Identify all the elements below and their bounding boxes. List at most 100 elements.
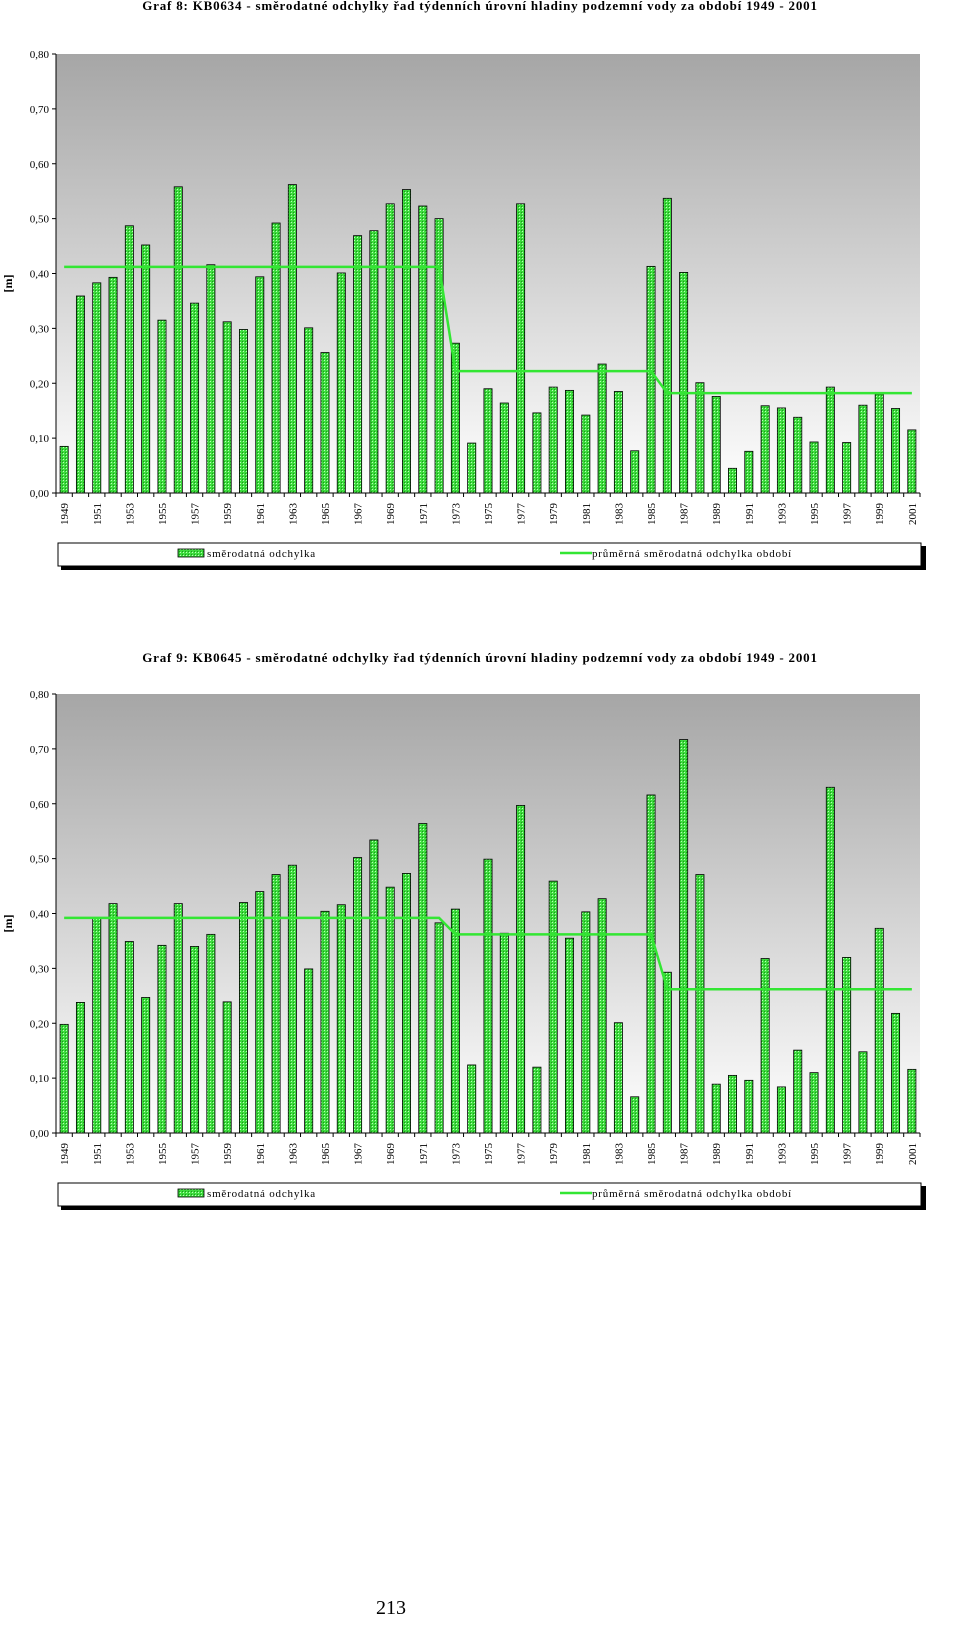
bar-1966 (336, 272, 346, 494)
bar-1957 (190, 302, 200, 494)
bar-2000 (891, 1012, 901, 1134)
bar-1977 (516, 804, 526, 1134)
x-tick-label: 1965 (320, 503, 332, 526)
legend-line-label: průměrná směrodatná odchylka období (592, 1188, 792, 1200)
x-tick-label: 1983 (613, 503, 625, 526)
x-tick-label: 1973 (450, 503, 462, 526)
x-tick-label: 1961 (255, 1143, 267, 1165)
bar-1969 (385, 203, 395, 494)
bar-1959 (222, 1001, 232, 1134)
y-axis-label: [m] (1, 275, 15, 293)
bar-1977 (516, 203, 526, 494)
x-tick-label: 1979 (548, 503, 560, 526)
mean-line (64, 265, 912, 395)
bar-1997 (842, 442, 852, 494)
bar-1973 (450, 908, 460, 1134)
chart-svg: 0,00 0,10 0,20 0,30 0,40 0,50 0,60 0,70 0,80 [m] 1… (1, 49, 926, 570)
bar-2000 (891, 408, 901, 494)
bar-1961 (255, 891, 265, 1134)
x-tick-label: 1997 (842, 1143, 854, 1166)
bar-1992 (760, 958, 770, 1134)
bar-1999 (874, 927, 884, 1134)
x-tick-label: 1953 (124, 1143, 136, 1166)
bar-1975 (483, 388, 493, 494)
bar-1990 (728, 1074, 738, 1134)
x-tick-label: 1973 (450, 1143, 462, 1166)
y-tick-label: 0,80 (30, 689, 50, 701)
bar-1965 (320, 910, 330, 1134)
x-tick-label: 1971 (418, 1143, 430, 1165)
y-tick-label: 0,20 (30, 1018, 50, 1030)
bar-1998 (858, 1051, 868, 1134)
x-tick-label: 1977 (516, 503, 528, 526)
bar-1955 (157, 944, 167, 1134)
bar-1980 (565, 389, 574, 494)
bar-1980 (565, 937, 574, 1134)
y-axis-label: [m] (1, 915, 15, 933)
bar-1996 (825, 386, 835, 494)
x-tick-label: 1967 (353, 1143, 365, 1166)
bar-1954 (141, 244, 151, 494)
x-tick-label: 1963 (287, 503, 299, 526)
x-tick-label: 1951 (92, 503, 104, 525)
bar-2001 (907, 429, 917, 494)
bar-1991 (744, 1079, 754, 1134)
bar-1952 (108, 903, 118, 1134)
bar-1996 (825, 786, 835, 1134)
bar-1970 (402, 873, 411, 1134)
bar-1992 (760, 405, 770, 494)
x-tick-label: 1963 (287, 1143, 299, 1166)
bar-2001 (907, 1068, 917, 1134)
y-tick-label: 0,60 (30, 799, 50, 811)
x-tick-label: 1953 (124, 503, 136, 526)
bar-1984 (630, 450, 640, 494)
legend: směrodatná odchylka průměrná směrodatná o… (57, 1182, 926, 1210)
bar-1967 (353, 235, 363, 494)
x-tick-label: 1967 (353, 503, 365, 526)
bar-1953 (124, 941, 134, 1134)
bar-1965 (320, 352, 330, 494)
bar-1971 (418, 823, 428, 1134)
x-tick-label: 1959 (222, 503, 234, 526)
y-tick-label: 0,00 (30, 488, 50, 500)
bar-1994 (793, 1049, 803, 1134)
x-tick-label: 1975 (483, 1143, 495, 1166)
x-tick-label: 1969 (385, 1143, 397, 1166)
x-tick-label: 1981 (581, 1143, 593, 1165)
y-tick-label: 0,30 (30, 963, 50, 975)
bar-1951 (92, 282, 102, 494)
legend-bar-label: směrodatná odchylka (207, 548, 316, 560)
bar-1956 (173, 186, 183, 494)
x-tick-label: 1999 (874, 503, 886, 526)
x-tick-label: 1957 (190, 503, 202, 526)
x-tick-label: 1993 (776, 503, 788, 526)
bar-1961 (255, 276, 265, 494)
x-tick-label: 1983 (613, 1143, 625, 1166)
x-tick-label: 1965 (320, 1143, 332, 1166)
bar-1986 (662, 971, 672, 1134)
bar-1987 (679, 271, 689, 494)
legend: směrodatná odchylka průměrná směrodatná o… (57, 542, 926, 570)
bar-1981 (581, 414, 591, 494)
x-tick-label: 1999 (874, 1143, 886, 1166)
y-tick-label: 0,80 (30, 49, 50, 61)
x-tick-label: 1955 (157, 503, 169, 526)
bar-1968 (369, 230, 379, 494)
bar-1989 (711, 396, 721, 494)
bar-1978 (532, 1066, 542, 1134)
x-tick-label: 1989 (711, 1143, 723, 1166)
bar-1993 (776, 1086, 786, 1134)
bar-1997 (842, 956, 852, 1134)
x-tick-label: 1987 (679, 1143, 691, 1166)
bar-1972 (434, 922, 444, 1134)
x-tick-label: 1995 (809, 1143, 821, 1166)
bar-1995 (809, 441, 819, 494)
x-tick-label: 1957 (190, 1143, 202, 1166)
bar-1983 (613, 1022, 623, 1134)
bar-1988 (695, 874, 705, 1134)
bar-1979 (548, 386, 558, 494)
chart-kb0634: Graf 8: KB0634 - směrodatné odchylky řad… (0, 0, 960, 600)
bar-1972 (434, 218, 444, 494)
bar-1998 (858, 404, 868, 494)
x-tick-label: 2001 (907, 503, 919, 525)
